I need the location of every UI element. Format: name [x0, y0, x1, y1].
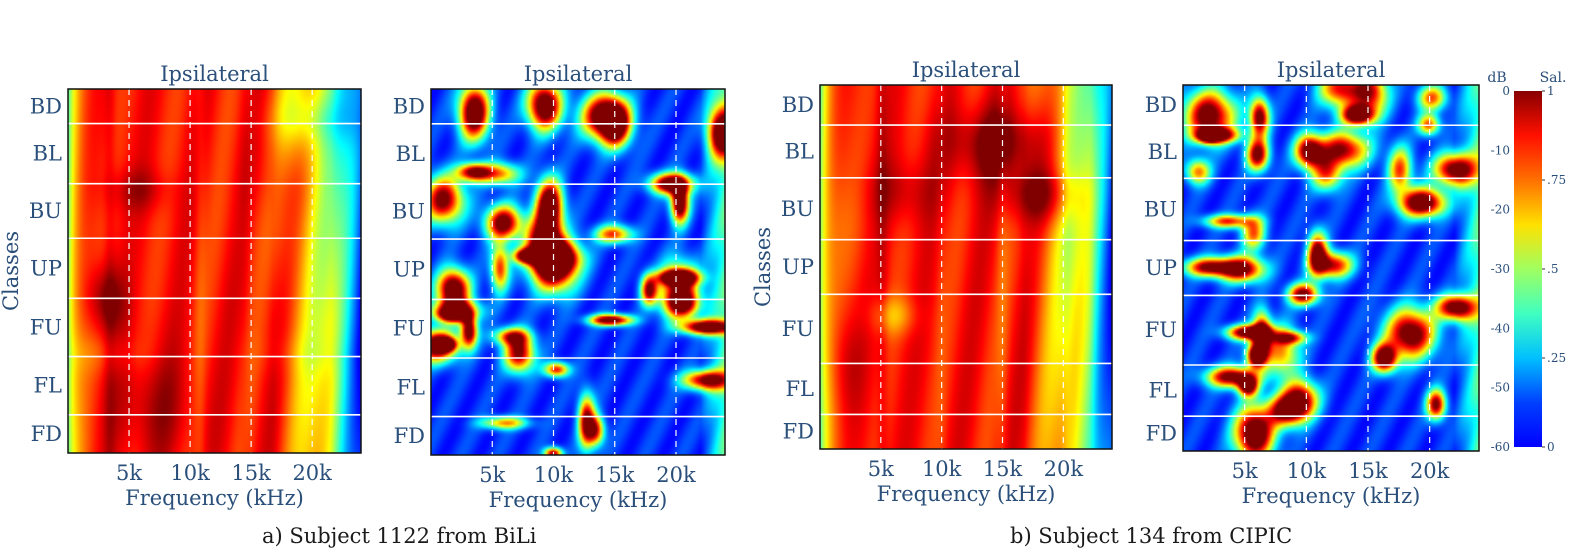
heatmap-image [820, 85, 1112, 449]
x-tick-label: 10k [534, 463, 574, 487]
heatmap-image [1183, 85, 1479, 451]
class-label-up: UP [30, 256, 62, 280]
colorbar-db-label: dB [1487, 70, 1506, 86]
panel-b-sal: Ipsilateral BD BL BU UP FU FL FD 5k 10k 15k 20kFreq… [1144, 58, 1480, 508]
class-label-fu: FU [1145, 318, 1177, 342]
panel-title: Ipsilateral [524, 62, 633, 86]
colorbar-sal-tick: 0 [1547, 440, 1555, 454]
class-label-fd: FD [394, 424, 425, 448]
x-tick-label: 15k [1348, 459, 1388, 483]
class-label-fd: FD [31, 422, 62, 446]
class-label-fd: FD [783, 420, 814, 444]
x-tick-label: 5k [479, 463, 505, 487]
colorbar-sal-tick: .5 [1547, 262, 1558, 276]
colorbar-sal-tick: 1 [1547, 84, 1555, 98]
colorbar-db-tick: -50 [1491, 381, 1510, 395]
panel-frame [67, 88, 362, 454]
class-label-bd: BD [782, 93, 814, 117]
colorbar-gradient [1514, 91, 1542, 447]
class-label-bu: BU [781, 197, 814, 221]
panel-title: Ipsilateral [1277, 58, 1386, 82]
class-label-fl: FL [1148, 379, 1177, 403]
colorbar-db-tick: -10 [1491, 143, 1510, 157]
x-tick-label: 20k [1044, 457, 1084, 481]
panel-frame [430, 88, 726, 456]
colorbar-db-tick: -60 [1491, 440, 1510, 454]
panel-title: Ipsilateral [160, 62, 269, 86]
x-tick-label: 20k [292, 461, 332, 485]
caption-b: b) Subject 134 from CIPIC [1010, 524, 1293, 548]
panel-frame [819, 84, 1113, 450]
class-label-bd: BD [393, 94, 425, 118]
x-tick-label: 15k [595, 463, 635, 487]
class-label-bu: BU [1144, 197, 1177, 221]
panel-a-hrtf: Ipsilateral BD BL BU UP FU FL FD 5k 10k 15k 20kFreq… [0, 62, 362, 510]
class-label-bu: BU [29, 199, 62, 223]
class-label-bu: BU [392, 200, 425, 224]
y-axis-label: Classes [0, 231, 23, 311]
panel-b-hrtf: Ipsilateral BD BL BU UP FU FL FD 5k 10k 15k 20kFreq… [751, 58, 1113, 506]
class-label-bd: BD [30, 94, 62, 118]
class-label-bl: BL [33, 142, 62, 166]
x-tick-label: 20k [1410, 459, 1450, 483]
class-label-fl: FL [33, 374, 62, 398]
x-tick-label: 15k [983, 457, 1023, 481]
x-tick-label: 5k [1232, 459, 1258, 483]
panel-frame [1182, 84, 1480, 452]
x-axis-label: Frequency (kHz) [877, 482, 1056, 506]
class-label-fu: FU [30, 315, 62, 339]
heatmap-image [68, 89, 361, 453]
class-label-up: UP [1145, 256, 1177, 280]
x-tick-label: 20k [656, 463, 696, 487]
x-tick-label: 10k [170, 461, 210, 485]
x-tick-label: 5k [868, 457, 894, 481]
panel-title: Ipsilateral [912, 58, 1021, 82]
y-axis-label: Classes [751, 227, 775, 307]
class-label-fu: FU [393, 317, 425, 341]
colorbar: dB Sal. 0 -10 -20 -30 -40 -50 -60 1 .75 .5 .25 0 [1487, 70, 1566, 454]
x-tick-label: 15k [231, 461, 271, 485]
class-label-up: UP [393, 257, 425, 281]
colorbar-db-tick: 0 [1502, 84, 1510, 98]
class-label-fd: FD [1146, 422, 1177, 446]
panel-a-sal: Ipsilateral BD BL BU UP FU FL FD 5k 10k 15k 20kFreq… [392, 62, 726, 512]
x-tick-label: 10k [922, 457, 962, 481]
caption-a: a) Subject 1122 from BiLi [262, 524, 537, 548]
x-axis-label: Frequency (kHz) [489, 488, 668, 512]
class-label-fl: FL [396, 375, 425, 399]
class-label-bd: BD [1145, 93, 1177, 117]
class-label-up: UP [782, 255, 814, 279]
class-label-bl: BL [396, 142, 425, 166]
colorbar-sal-tick: .25 [1547, 351, 1566, 365]
colorbar-db-tick: -40 [1491, 321, 1510, 335]
colorbar-sal-tick: .75 [1547, 173, 1566, 187]
x-axis-label: Frequency (kHz) [1242, 484, 1421, 508]
colorbar-db-tick: -20 [1491, 203, 1510, 217]
class-label-bl: BL [785, 139, 814, 163]
x-tick-label: 5k [116, 461, 142, 485]
colorbar-sal-label: Sal. [1540, 70, 1567, 86]
class-label-bl: BL [1148, 140, 1177, 164]
class-label-fu: FU [782, 317, 814, 341]
x-tick-label: 10k [1287, 459, 1327, 483]
colorbar-db-tick: -30 [1491, 262, 1510, 276]
heatmap-image [431, 89, 725, 455]
x-axis-label: Frequency (kHz) [125, 486, 304, 510]
class-label-fl: FL [785, 377, 814, 401]
